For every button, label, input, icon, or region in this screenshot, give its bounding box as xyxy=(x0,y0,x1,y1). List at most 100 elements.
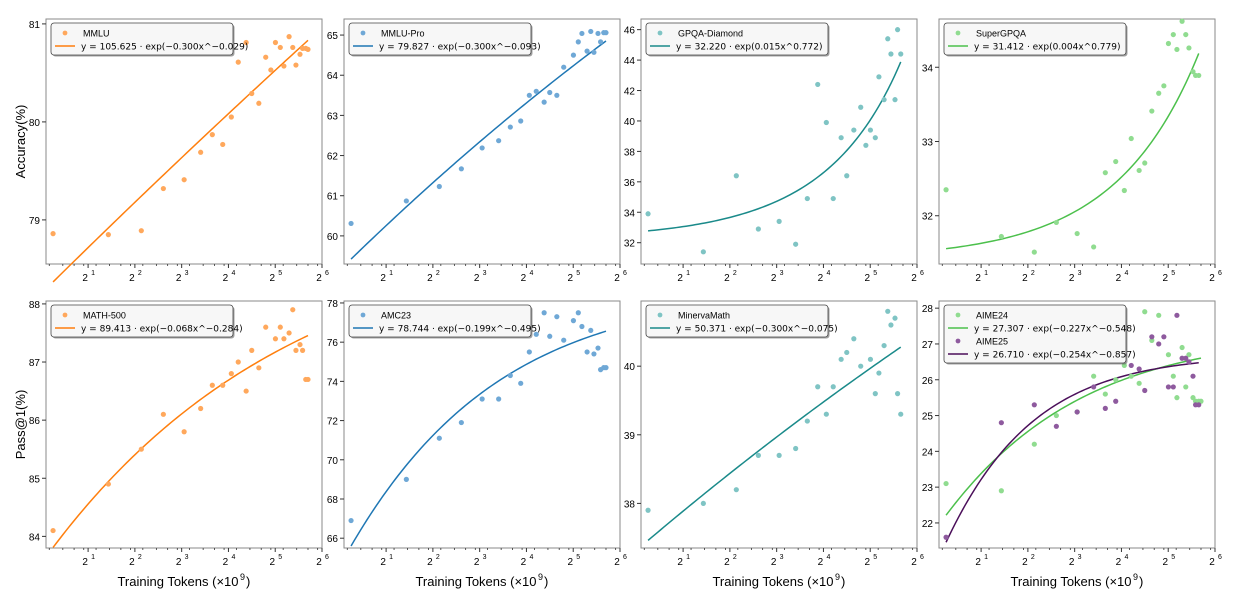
data-point-amc23 xyxy=(458,419,464,426)
data-point-math-500 xyxy=(220,382,226,388)
x-tick-label: 2 xyxy=(427,273,433,284)
x-tick-label: 2 xyxy=(129,557,135,568)
x-tick-label: 2 xyxy=(1022,273,1028,284)
data-point-supergpqa xyxy=(1031,249,1037,255)
y-tick-label: 25 xyxy=(922,412,934,423)
legend-fit-equation: y = 105.625 · exp(−0.300x^−0.029) xyxy=(81,43,248,53)
y-tick-label: 62 xyxy=(327,152,339,163)
data-point-aime25 xyxy=(1102,405,1108,411)
data-point-mmlu-pro xyxy=(526,92,532,98)
x-tick-label: 2 xyxy=(474,273,480,284)
data-point-gpqa-diamond xyxy=(755,226,761,232)
data-point-gpqa-diamond xyxy=(872,135,878,141)
x-tick-label: 2 xyxy=(380,557,386,568)
fit-curve-mmlu-pro xyxy=(350,40,607,260)
legend-series-name: SuperGPQA xyxy=(976,29,1026,39)
data-point-mmlu xyxy=(281,63,287,69)
x-tick-label: 2 xyxy=(975,557,981,568)
data-point-math-500 xyxy=(160,411,166,417)
data-point-aime24 xyxy=(1179,344,1185,351)
data-point-amc23 xyxy=(518,380,524,386)
y-tick-label: 26 xyxy=(922,376,934,387)
plot-frame xyxy=(938,300,1216,549)
data-point-amc23 xyxy=(496,396,502,402)
x-tick-label: 2 xyxy=(771,273,777,284)
y-tick-label: 22 xyxy=(922,519,934,530)
legend-fit-equation: y = 31.412 · exp(0.004x^0.779) xyxy=(974,43,1121,53)
x-tick-label: 2 xyxy=(82,273,88,284)
y-tick-label: 39 xyxy=(624,431,636,442)
legend-marker-icon xyxy=(955,338,961,344)
plot-frame xyxy=(343,300,621,549)
data-point-aime24 xyxy=(1053,412,1059,419)
data-point-math-500 xyxy=(297,341,303,348)
legend-box xyxy=(943,304,1127,364)
data-point-minervamath xyxy=(733,487,739,493)
data-point-supergpqa xyxy=(1074,230,1080,237)
data-point-gpqa-diamond xyxy=(793,241,799,247)
data-point-mmlu-pro xyxy=(554,92,560,98)
data-point-aime25 xyxy=(1190,373,1196,379)
y-tick-label: 70 xyxy=(327,456,339,467)
x-tick-exponent: 1 xyxy=(686,270,690,277)
x-tick-exponent: 1 xyxy=(389,270,393,277)
data-point-mmlu-pro xyxy=(597,39,604,45)
data-point-aime25 xyxy=(1156,341,1162,347)
legend: MMLU-Pro y = 79.827 · exp(−0.300x^−0.093) xyxy=(348,22,541,57)
y-tick-label: 79 xyxy=(29,216,41,227)
data-point-aime24 xyxy=(943,480,949,487)
data-point-minervamath xyxy=(881,342,887,349)
data-point-math-500 xyxy=(198,405,204,412)
data-point-supergpqa xyxy=(1136,167,1142,174)
x-tick-label: 2 xyxy=(82,557,88,568)
data-point-minervamath xyxy=(804,418,810,424)
x-tick-label: 2 xyxy=(129,273,135,284)
legend: SuperGPQA y = 31.412 · exp(0.004x^0.779) xyxy=(943,22,1128,57)
x-axis-label-close: ) xyxy=(1139,574,1143,589)
data-point-minervamath xyxy=(645,507,651,513)
x-tick-exponent: 3 xyxy=(780,270,784,277)
data-point-mmlu-pro xyxy=(458,166,464,172)
data-point-mmlu-pro xyxy=(579,30,585,37)
data-point-aime25 xyxy=(998,420,1004,426)
data-point-gpqa-diamond xyxy=(892,97,898,103)
plot-frame xyxy=(45,300,323,549)
x-tick-label: 2 xyxy=(316,273,322,284)
data-point-mmlu-pro xyxy=(533,88,539,94)
data-point-gpqa-diamond xyxy=(804,195,810,202)
data-point-aime25 xyxy=(1113,398,1119,404)
x-axis-label: Training Tokens (×10 xyxy=(712,574,833,589)
fit-curve-minervamath xyxy=(647,346,902,541)
data-point-mmlu xyxy=(286,34,292,40)
legend: MATH-500 y = 89.413 · exp(−0.068x^−0.284) xyxy=(50,304,243,339)
y-tick-label: 61 xyxy=(327,192,339,203)
x-tick-label: 2 xyxy=(864,273,870,284)
x-tick-exponent: 4 xyxy=(529,270,533,277)
data-point-minervamath xyxy=(776,452,782,458)
fit-curve-math-500 xyxy=(52,334,309,548)
data-point-mmlu xyxy=(235,59,241,65)
data-point-amc23 xyxy=(554,314,560,320)
data-point-gpqa-diamond xyxy=(881,97,887,103)
data-point-gpqa-diamond xyxy=(838,135,844,141)
data-point-amc23 xyxy=(603,365,609,371)
data-point-mmlu xyxy=(228,114,234,120)
y-tick-label: 74 xyxy=(327,377,339,388)
data-point-supergpqa xyxy=(1186,45,1192,51)
legend-series-name: AIME25 xyxy=(976,337,1008,347)
data-point-aime25 xyxy=(1196,402,1202,408)
y-tick-label: 32 xyxy=(922,212,934,223)
data-point-supergpqa xyxy=(1161,83,1167,89)
x-tick-exponent: 2 xyxy=(436,270,440,277)
data-point-aime25 xyxy=(1161,334,1167,340)
data-point-mmlu-pro xyxy=(575,39,581,45)
data-point-math-500 xyxy=(235,359,241,365)
plot-frame xyxy=(640,18,918,265)
data-point-mmlu xyxy=(249,90,255,97)
legend-marker-icon xyxy=(955,312,961,318)
data-point-math-500 xyxy=(105,481,111,487)
x-tick-label: 2 xyxy=(474,557,480,568)
y-tick-label: 38 xyxy=(624,147,636,158)
data-point-supergpqa xyxy=(1190,69,1196,75)
